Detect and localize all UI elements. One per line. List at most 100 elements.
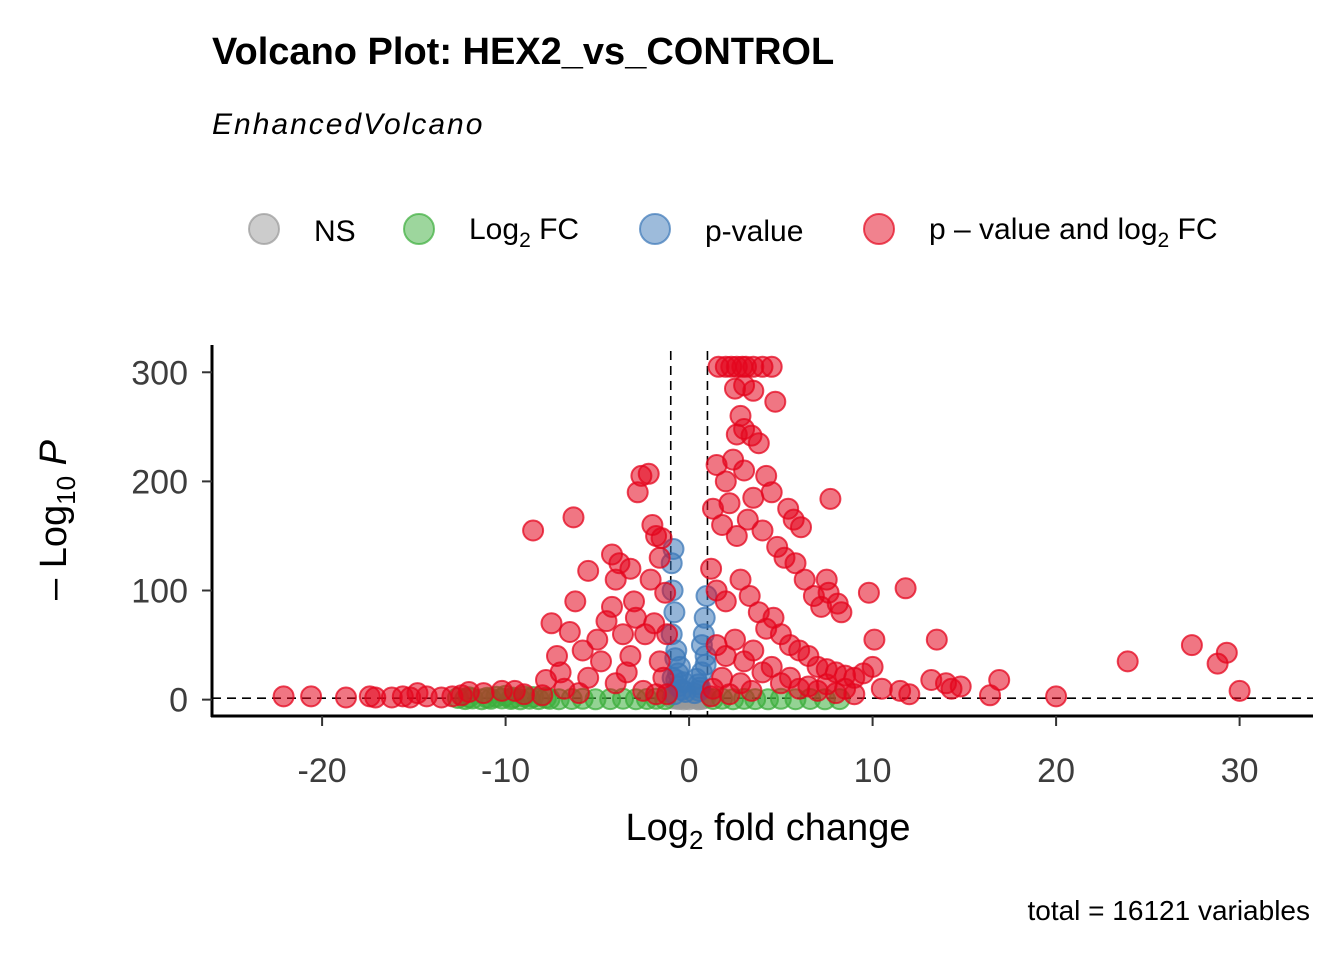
x-tick-label: 10 xyxy=(854,752,892,790)
point-p xyxy=(694,653,717,676)
legend-label-fc: Log2 FC xyxy=(469,213,579,252)
legend-label-p: p-value xyxy=(705,215,803,248)
point-both xyxy=(790,516,812,539)
points-layer xyxy=(272,355,1251,711)
point-both xyxy=(857,581,880,604)
point-both xyxy=(335,686,357,709)
point-both xyxy=(568,682,590,705)
point-both xyxy=(742,639,765,662)
y-axis-label: – Log10 P xyxy=(33,439,81,600)
point-both xyxy=(742,379,765,402)
x-tick-label: -10 xyxy=(481,752,530,790)
x-tick-label: -20 xyxy=(298,752,347,790)
point-both xyxy=(894,577,917,600)
legend: NS Log2 FC p-value p – value and log2 FC xyxy=(248,213,1218,252)
point-both xyxy=(457,681,480,703)
point-both xyxy=(702,497,724,520)
point-both xyxy=(729,568,752,591)
point-both xyxy=(601,595,623,618)
point-both xyxy=(643,612,666,635)
point-both xyxy=(522,519,545,542)
legend-key-fc xyxy=(403,213,435,245)
point-both xyxy=(558,621,581,643)
point-both xyxy=(760,481,783,504)
point-both xyxy=(700,685,723,708)
point-both xyxy=(615,661,638,684)
point-both xyxy=(619,557,642,580)
x-tick-label: 0 xyxy=(680,752,699,790)
point-both xyxy=(751,519,774,542)
y-tick-label: 200 xyxy=(131,463,188,501)
point-both xyxy=(490,679,513,702)
legend-label-both: p – value and log2 FC xyxy=(929,213,1218,252)
point-both xyxy=(531,684,554,707)
point-both xyxy=(639,568,662,591)
point-both xyxy=(650,527,673,550)
point-both xyxy=(656,683,679,706)
point-both xyxy=(648,546,671,569)
point-both xyxy=(760,355,783,378)
point-both xyxy=(612,623,634,646)
point-both xyxy=(747,432,770,455)
point-both xyxy=(714,470,737,493)
point-p xyxy=(693,606,716,629)
point-both xyxy=(1228,679,1251,702)
point-both xyxy=(764,390,787,413)
point-both xyxy=(577,559,600,582)
point-both xyxy=(272,685,295,708)
point-both xyxy=(725,525,748,547)
point-both xyxy=(700,557,723,580)
point-both xyxy=(711,514,734,536)
point-both xyxy=(1116,650,1139,673)
point-both xyxy=(300,685,323,708)
point-both xyxy=(760,655,783,678)
point-both xyxy=(590,650,612,673)
legend-key-both xyxy=(863,213,895,245)
point-both xyxy=(819,487,842,510)
point-both xyxy=(654,581,677,604)
point-both xyxy=(988,669,1011,691)
x-tick-label: 30 xyxy=(1221,752,1259,790)
point-both xyxy=(830,601,853,624)
point-both xyxy=(949,675,972,698)
point-both xyxy=(863,628,886,651)
legend-key-p xyxy=(639,213,671,245)
point-both xyxy=(870,677,893,700)
point-both xyxy=(740,679,763,702)
chart-title: Volcano Plot: HEX2_vs_CONTROL xyxy=(212,31,834,73)
point-both xyxy=(540,612,563,635)
point-both xyxy=(925,628,948,651)
point-both xyxy=(742,486,765,509)
x-tick-label: 20 xyxy=(1037,752,1075,790)
point-both xyxy=(738,585,761,607)
y-tick-label: 300 xyxy=(131,354,188,392)
point-both xyxy=(793,568,816,591)
point-both xyxy=(736,508,759,531)
x-axis-label: Log2 fold change xyxy=(626,807,911,855)
point-both xyxy=(724,628,746,651)
point-both xyxy=(1180,634,1203,657)
series-both xyxy=(272,355,1251,709)
point-both xyxy=(861,655,884,678)
chart-subtitle: EnhancedVolcano xyxy=(212,108,484,141)
point-both xyxy=(562,506,585,529)
point-both xyxy=(1215,641,1238,664)
point-both xyxy=(586,628,609,651)
caption: total = 16121 variables xyxy=(1027,895,1310,926)
legend-key-ns xyxy=(248,213,280,245)
point-both xyxy=(733,459,756,482)
point-both xyxy=(784,552,807,575)
point-both xyxy=(843,683,866,706)
point-both xyxy=(1045,685,1068,708)
point-both xyxy=(564,590,587,613)
y-tick-label: 100 xyxy=(131,573,188,611)
point-both xyxy=(637,462,660,485)
point-p xyxy=(663,601,686,624)
legend-label-ns: NS xyxy=(314,215,356,248)
point-both xyxy=(571,639,594,662)
point-both xyxy=(714,590,737,613)
